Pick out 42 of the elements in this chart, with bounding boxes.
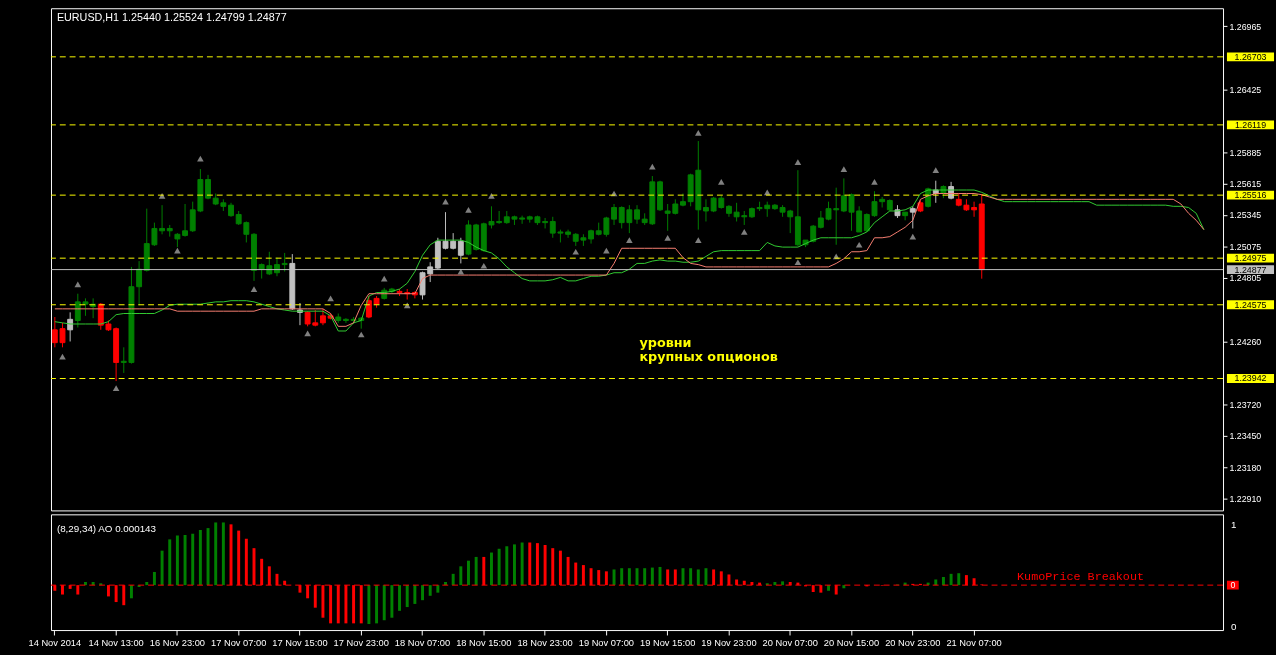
x-tick-label: 20 Nov 23:00 xyxy=(885,638,941,649)
x-tick-label: 14 Nov 13:00 xyxy=(88,638,144,649)
chart-title: EURUSD,H1 1.25440 1.25524 1.24799 1.24877 xyxy=(56,11,287,23)
x-tick-label: 17 Nov 07:00 xyxy=(211,638,267,649)
y-tick-label: 1.23450 xyxy=(1229,431,1262,442)
x-tick-label: 16 Nov 23:00 xyxy=(149,638,206,649)
y-tick-label: 1.22910 xyxy=(1229,494,1262,505)
y-tick-label: 1.26965 xyxy=(1229,21,1262,32)
text: 1 xyxy=(1230,519,1237,531)
x-tick-label: 20 Nov 15:00 xyxy=(823,638,880,649)
ref-line-label: 1.24575 xyxy=(1234,299,1267,310)
ref-line-label: 1.23942 xyxy=(1234,373,1267,384)
y-tick-label: 1.25615 xyxy=(1229,179,1262,190)
y-tick-label: 1.25345 xyxy=(1229,210,1262,221)
ref-line-label: 1.24877 xyxy=(1234,264,1267,275)
x-tick-label: 18 Nov 23:00 xyxy=(517,638,573,649)
x-tick-label: 14 Nov 2014 xyxy=(28,638,82,649)
y-tick-label: 1.23720 xyxy=(1229,399,1262,410)
x-tick-label: 19 Nov 07:00 xyxy=(578,638,635,649)
x-tick-label: 20 Nov 07:00 xyxy=(762,638,818,649)
y-tick-label: 1.26425 xyxy=(1229,84,1262,95)
x-tick-label: 18 Nov 07:00 xyxy=(394,638,451,649)
y-tick-label: 1.24805 xyxy=(1229,273,1262,284)
ref-line-label: 1.25516 xyxy=(1234,190,1267,201)
x-tick-label: 17 Nov 15:00 xyxy=(272,638,328,649)
annotation: уровни крупных опционов xyxy=(639,334,778,365)
annotation: (8,29,34) AO 0.000143 xyxy=(56,522,157,534)
ref-line-label: 1.26119 xyxy=(1234,119,1267,130)
y-tick-label: 1.25885 xyxy=(1229,147,1262,158)
x-tick-label: 19 Nov 15:00 xyxy=(640,638,696,649)
y-tick-label: 1.23180 xyxy=(1229,462,1262,473)
annotation: KumoPrice Breakout xyxy=(1017,570,1144,585)
x-tick-label: 19 Nov 23:00 xyxy=(701,638,757,649)
x-tick-label: 17 Nov 23:00 xyxy=(333,638,389,649)
text: 0 xyxy=(1230,621,1237,633)
ref-line-label: 1.24975 xyxy=(1234,253,1267,264)
ref-line-label: 1.26703 xyxy=(1234,51,1267,62)
y-tick-label: 1.25075 xyxy=(1229,241,1262,252)
y-tick-label: 1.24260 xyxy=(1229,336,1262,347)
x-tick-label: 18 Nov 15:00 xyxy=(456,638,512,649)
x-tick-label: 21 Nov 07:00 xyxy=(946,638,1002,649)
ref-line-label: 0 xyxy=(1230,580,1236,591)
